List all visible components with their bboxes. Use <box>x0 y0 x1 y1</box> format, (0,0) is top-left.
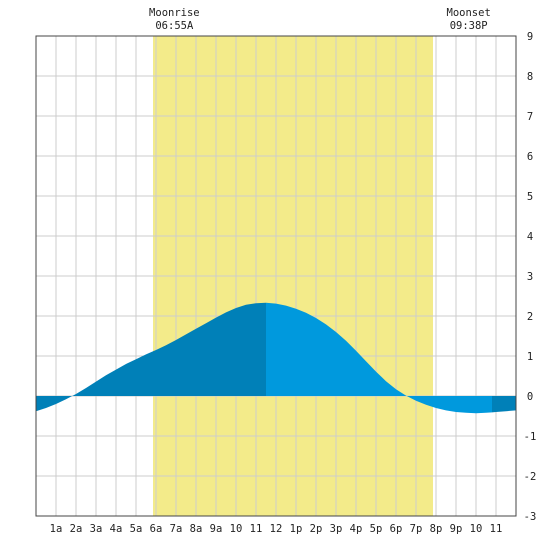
y-tick-label: 9 <box>527 31 533 43</box>
moonrise-label: Moonrise <box>149 7 200 19</box>
y-tick-label: -2 <box>524 471 537 483</box>
x-tick-label: 7a <box>170 523 183 535</box>
plot-frame <box>35 35 517 517</box>
y-tick-label: -1 <box>524 431 537 443</box>
x-tick-label: 9p <box>450 523 463 535</box>
x-tick-label: 4a <box>110 523 123 535</box>
y-tick-label: 7 <box>527 111 533 123</box>
tide-area-dark-0 <box>36 302 266 412</box>
moonrise-time: 06:55A <box>155 20 194 32</box>
moon-labels: Moonrise 06:55A Moonset 09:38P <box>149 7 491 32</box>
x-tick-label: 9a <box>210 523 223 535</box>
x-tick-label: 3a <box>90 523 103 535</box>
y-tick-label: 8 <box>527 71 533 83</box>
x-tick-label: 1a <box>50 523 63 535</box>
y-tick-label: 6 <box>527 151 533 163</box>
x-tick-label: 6p <box>390 523 403 535</box>
x-tick-label: 5a <box>130 523 143 535</box>
x-tick-label: 3p <box>330 523 343 535</box>
x-tick-label: 11 <box>250 523 263 535</box>
tide-area-dark-2 <box>492 396 516 413</box>
y-tick-label: 2 <box>527 311 533 323</box>
y-tick-label: 1 <box>527 351 533 363</box>
y-tick-label: 5 <box>527 191 533 203</box>
moonset-label: Moonset <box>447 7 491 19</box>
x-tick-label: 10 <box>230 523 243 535</box>
x-tick-label: 8p <box>430 523 443 535</box>
x-tick-labels: 1a 2a 3a 4a 5a 6a 7a 8a 9a 10 11 12 1p 2p 3p 4p 5p 6p 7p 8p… <box>50 523 503 535</box>
y-tick-labels: 9 8 7 6 5 4 3 2 1 0 -1 -2 -3 <box>524 31 537 523</box>
y-tick-label: 4 <box>527 231 533 243</box>
x-tick-label: 11 <box>490 523 503 535</box>
moonset-time: 09:38P <box>450 20 488 32</box>
x-tick-label: 7p <box>410 523 423 535</box>
x-tick-label: 8a <box>190 523 203 535</box>
grid-layer <box>36 36 516 516</box>
plot-frame-layer <box>35 35 517 517</box>
x-tick-label: 2p <box>310 523 323 535</box>
x-tick-label: 10 <box>470 523 483 535</box>
x-tick-label: 2a <box>70 523 83 535</box>
tide-area-layer <box>36 302 516 414</box>
y-tick-label: 3 <box>527 271 533 283</box>
x-tick-label: 4p <box>350 523 363 535</box>
y-tick-label: 0 <box>527 391 533 403</box>
y-tick-label: -3 <box>524 511 537 523</box>
x-tick-label: 6a <box>150 523 163 535</box>
tide-area-light-1 <box>266 302 492 414</box>
x-tick-label: 1p <box>290 523 303 535</box>
x-tick-label: 12 <box>270 523 283 535</box>
x-tick-label: 5p <box>370 523 383 535</box>
